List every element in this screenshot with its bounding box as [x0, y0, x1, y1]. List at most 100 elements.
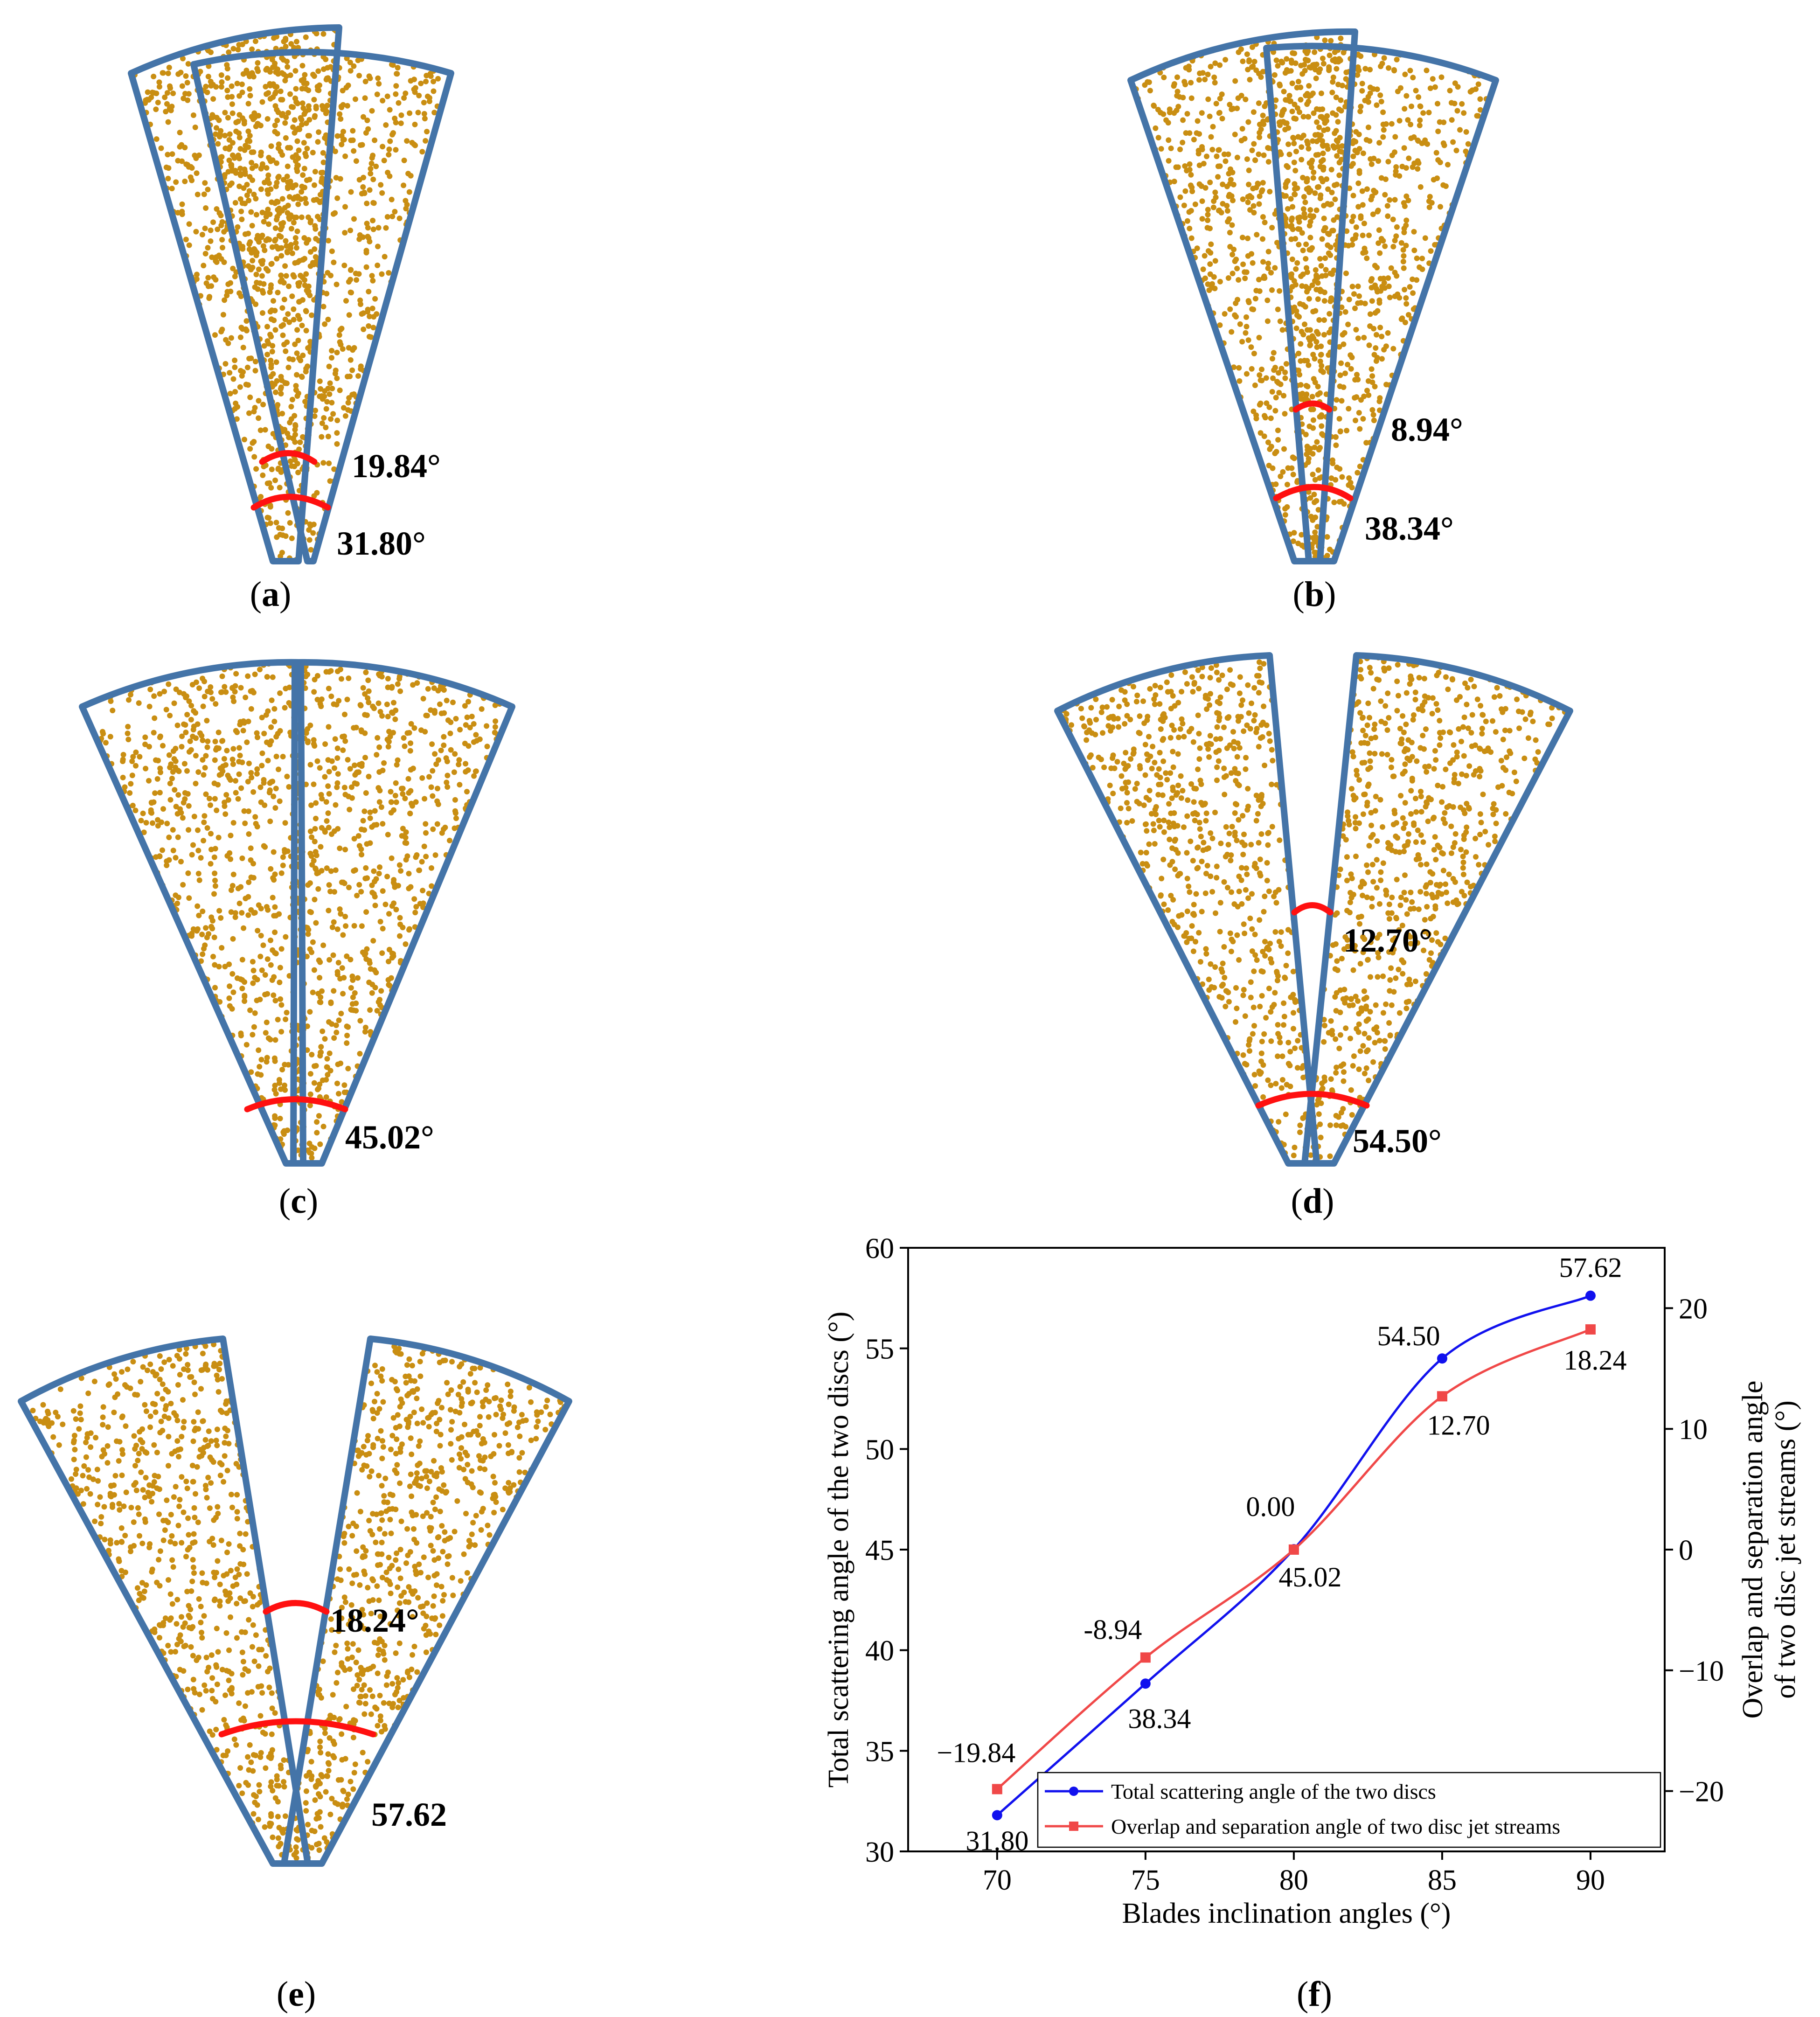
particle — [174, 723, 181, 728]
particle — [362, 712, 368, 718]
particle — [1451, 742, 1457, 748]
particle — [1380, 134, 1386, 140]
particle — [179, 83, 185, 89]
particle — [1203, 946, 1209, 952]
particle — [435, 786, 440, 792]
particle — [143, 765, 149, 772]
particle — [1385, 330, 1391, 336]
particle — [1170, 749, 1176, 755]
particle — [1448, 850, 1454, 856]
particle — [237, 196, 243, 202]
particle — [380, 888, 386, 894]
particle — [241, 925, 247, 931]
particle — [1291, 530, 1297, 536]
particle — [337, 976, 343, 982]
particle — [203, 205, 209, 211]
particle — [274, 180, 280, 186]
particle — [287, 179, 293, 184]
particle — [195, 827, 201, 833]
particle — [1187, 889, 1193, 895]
particle — [185, 97, 191, 103]
particle — [369, 306, 375, 312]
particle — [456, 761, 462, 767]
particle — [286, 434, 292, 440]
particle — [334, 376, 340, 381]
particle — [1376, 140, 1382, 146]
particle — [323, 132, 329, 138]
particle — [412, 85, 418, 91]
particle — [1226, 192, 1232, 198]
particle — [1249, 926, 1255, 932]
particle — [428, 784, 434, 790]
particle — [397, 915, 403, 921]
particle — [1417, 889, 1424, 895]
particle — [1124, 820, 1130, 826]
particle — [158, 769, 163, 775]
particle — [1205, 217, 1211, 223]
particle — [203, 83, 209, 90]
particle — [273, 753, 279, 759]
particle — [1307, 219, 1313, 225]
particle — [248, 907, 254, 913]
particle — [1278, 58, 1285, 64]
particle — [1225, 989, 1231, 995]
particle — [1305, 141, 1311, 147]
particle — [247, 132, 253, 139]
particle — [296, 446, 302, 452]
particle — [315, 87, 321, 93]
particle — [1189, 923, 1195, 929]
particle — [1191, 137, 1197, 143]
particle — [128, 692, 133, 698]
particle — [1337, 428, 1343, 434]
particle — [1186, 729, 1192, 735]
particle — [1276, 887, 1282, 893]
particle — [164, 862, 170, 869]
particle — [222, 297, 228, 303]
particle — [1402, 821, 1408, 827]
particle — [1214, 875, 1220, 881]
particle — [1424, 141, 1431, 147]
particle — [272, 950, 278, 956]
particle — [1394, 273, 1400, 279]
particle — [333, 802, 339, 808]
particle — [1169, 723, 1175, 729]
particle — [1236, 378, 1243, 384]
particle — [1225, 842, 1231, 848]
particle — [1362, 66, 1368, 72]
particle — [272, 477, 278, 483]
particle — [1174, 74, 1180, 80]
particle — [1236, 817, 1242, 823]
particle — [333, 1022, 339, 1028]
particle — [316, 1113, 322, 1119]
particle — [234, 81, 240, 86]
particle — [230, 761, 236, 767]
particle — [1318, 159, 1324, 165]
particle — [1263, 375, 1269, 381]
particle — [290, 154, 296, 160]
particle — [1257, 679, 1263, 685]
particle — [307, 1102, 313, 1108]
particle — [441, 742, 447, 748]
particle — [346, 675, 352, 682]
particle — [1250, 1031, 1256, 1037]
particle — [214, 807, 220, 814]
particle — [213, 747, 219, 753]
particle — [1256, 70, 1262, 77]
particle — [1098, 709, 1105, 715]
particle — [1452, 80, 1458, 86]
particle — [239, 216, 245, 223]
particle — [469, 714, 475, 719]
particle — [260, 472, 266, 478]
particle — [251, 1024, 257, 1030]
particle — [1433, 856, 1439, 862]
particle — [326, 769, 332, 775]
particle — [1391, 989, 1397, 995]
particle — [264, 956, 271, 962]
particle — [347, 807, 353, 813]
particle — [342, 913, 348, 919]
particle — [196, 685, 202, 691]
particle — [1317, 414, 1323, 420]
particle — [1324, 113, 1330, 119]
particle — [1401, 265, 1407, 271]
particle — [337, 387, 343, 393]
